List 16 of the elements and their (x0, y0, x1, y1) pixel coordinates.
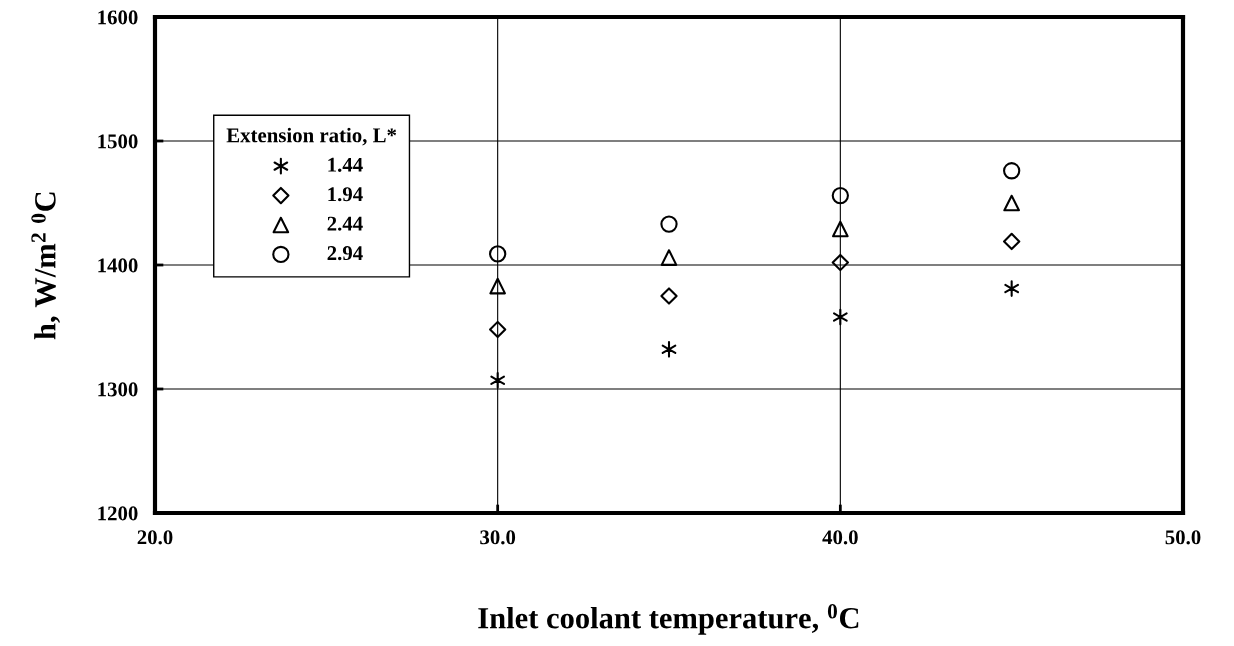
x-axis-title: Inlet coolant temperature, $^{0}$C (478, 604, 859, 635)
y-tick-label: 1600 (98, 10, 138, 25)
legend-label: 1.94 (328, 187, 363, 202)
y-tick-label: 1500 (98, 134, 138, 149)
y-axis-title: h, W/m$^{2 0}$C (31, 192, 61, 340)
legend-label: 1.44 (328, 157, 363, 172)
legend-title: Extension ratio, L* (226, 127, 397, 146)
y-tick-label: 1400 (98, 258, 138, 273)
y-tick-label: 1200 (98, 506, 138, 521)
x-tick-label: 50.0 (1165, 530, 1201, 545)
x-tick-label: 40.0 (822, 530, 858, 545)
legend-label: 2.94 (327, 246, 363, 261)
x-tick-label: 20.0 (137, 530, 173, 545)
x-tick-label: 30.0 (480, 530, 516, 545)
y-tick-label: 1300 (98, 382, 138, 397)
legend-label: 2.44 (327, 216, 363, 231)
